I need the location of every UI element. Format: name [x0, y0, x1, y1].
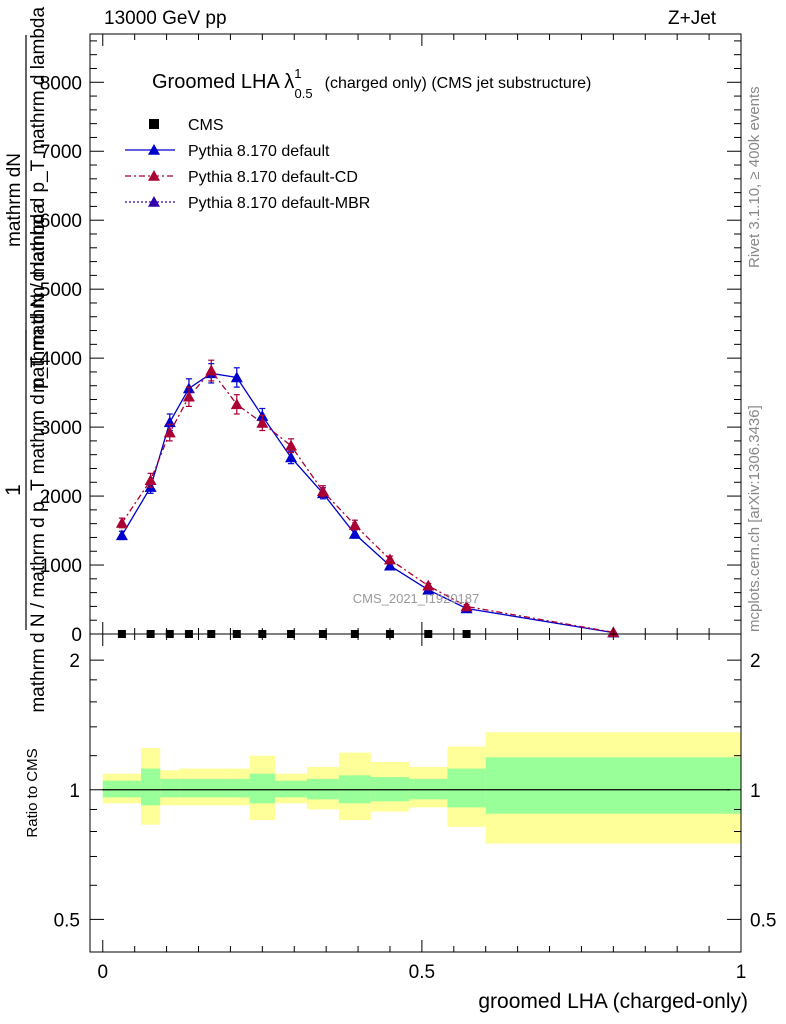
- ratio-band-inner: [409, 778, 448, 800]
- ratio-band-inner: [275, 780, 307, 798]
- cd-line: [121, 369, 614, 633]
- ratio-y-tick-label: 0.5: [54, 910, 80, 931]
- legend-marker-mbr: [148, 196, 160, 207]
- legend-marker-default: [148, 144, 160, 155]
- cd-point: [182, 390, 195, 402]
- legend-label-mbr: Pythia 8.170 default-MBR: [188, 195, 370, 212]
- cd-point: [256, 416, 269, 428]
- rivet-version-label: Rivet 3.1.10, ≥ 400k events: [746, 86, 763, 268]
- y-tick-label: 0: [71, 625, 82, 646]
- y-label-prefactor-denominator: mathrm d N / mathrm d p_T mathrm d p_T m…: [28, 203, 49, 713]
- cd-point: [460, 600, 473, 612]
- y-label-denominator: mathrm d N / mathrm d p_T mathrm d lambd…: [28, 7, 49, 394]
- x-tick-label: 0.5: [409, 962, 435, 983]
- ratio-y-tick-label-right: 0.5: [750, 910, 776, 931]
- default-point: [383, 559, 396, 571]
- default-point: [348, 528, 361, 539]
- cd-point: [383, 553, 396, 565]
- legend-marker-cms: [149, 119, 159, 129]
- ratio-y-tick-label: 2: [69, 651, 80, 672]
- ratio-band-inner: [485, 757, 741, 814]
- y-tick-label: 4000: [40, 349, 82, 370]
- default-line: [121, 372, 614, 634]
- ratio-band-inner: [198, 778, 225, 798]
- cd-point: [348, 519, 361, 530]
- plot-title: Groomed LHA λ1 0.5(charged only) (CMS jet…: [152, 66, 591, 101]
- legend-label-cd: Pythia 8.170 default-CD: [188, 169, 358, 186]
- legend-label-default: Pythia 8.170 default: [188, 143, 330, 160]
- cd-point: [316, 485, 329, 497]
- cd-point: [422, 579, 435, 591]
- ratio-band-inner: [160, 778, 180, 798]
- cd-point: [205, 364, 218, 376]
- ratio-band-inner: [179, 778, 199, 798]
- y-tick-label: 6000: [40, 211, 82, 232]
- cd-point: [230, 398, 243, 410]
- default-point: [285, 451, 298, 463]
- ratio-band-inner: [224, 778, 250, 798]
- default-point: [230, 371, 243, 383]
- y-label-numerator: mathrm dN: [4, 153, 25, 247]
- legend-marker-cd: [148, 170, 160, 181]
- x-tick-label: 0: [97, 962, 108, 983]
- ratio-band-inner: [249, 773, 276, 804]
- ratio-y-tick-label: 1: [69, 781, 80, 802]
- ratio-y-tick-label-right: 1: [750, 781, 761, 802]
- y-label-prefactor: 1: [2, 484, 25, 496]
- x-axis-label: groomed LHA (charged-only): [478, 990, 748, 1013]
- default-point: [115, 529, 128, 541]
- ratio-band-inner: [307, 778, 339, 800]
- mcplots-label: mcplots.cern.ch [arXiv:1306.3436]: [746, 405, 763, 632]
- ratio-y-axis-label: Ratio to CMS: [24, 748, 41, 837]
- ratio-frame: [89, 633, 742, 953]
- header-right: Z+Jet: [668, 8, 717, 29]
- y-tick-label: 8000: [40, 73, 82, 94]
- ratio-band-inner: [102, 780, 142, 798]
- header-left: 13000 GeV pp: [104, 8, 227, 29]
- watermark: CMS_2021_I1920187: [353, 591, 480, 606]
- ratio-y-tick-label-right: 2: [750, 651, 761, 672]
- y-tick-label: 5000: [40, 280, 82, 301]
- y-tick-label: 2000: [40, 487, 82, 508]
- y-tick-label: 7000: [40, 142, 82, 163]
- cd-point: [115, 516, 128, 528]
- cd-point: [285, 439, 298, 451]
- ratio-band-inner: [447, 768, 486, 808]
- cd-point: [144, 474, 157, 486]
- legend-label-cms: CMS: [188, 117, 224, 134]
- cd-point: [163, 426, 176, 438]
- x-tick-label: 1: [736, 962, 747, 983]
- y-tick-label: 1000: [40, 556, 82, 577]
- y-tick-label: 3000: [40, 418, 82, 439]
- ratio-band-inner: [141, 768, 161, 806]
